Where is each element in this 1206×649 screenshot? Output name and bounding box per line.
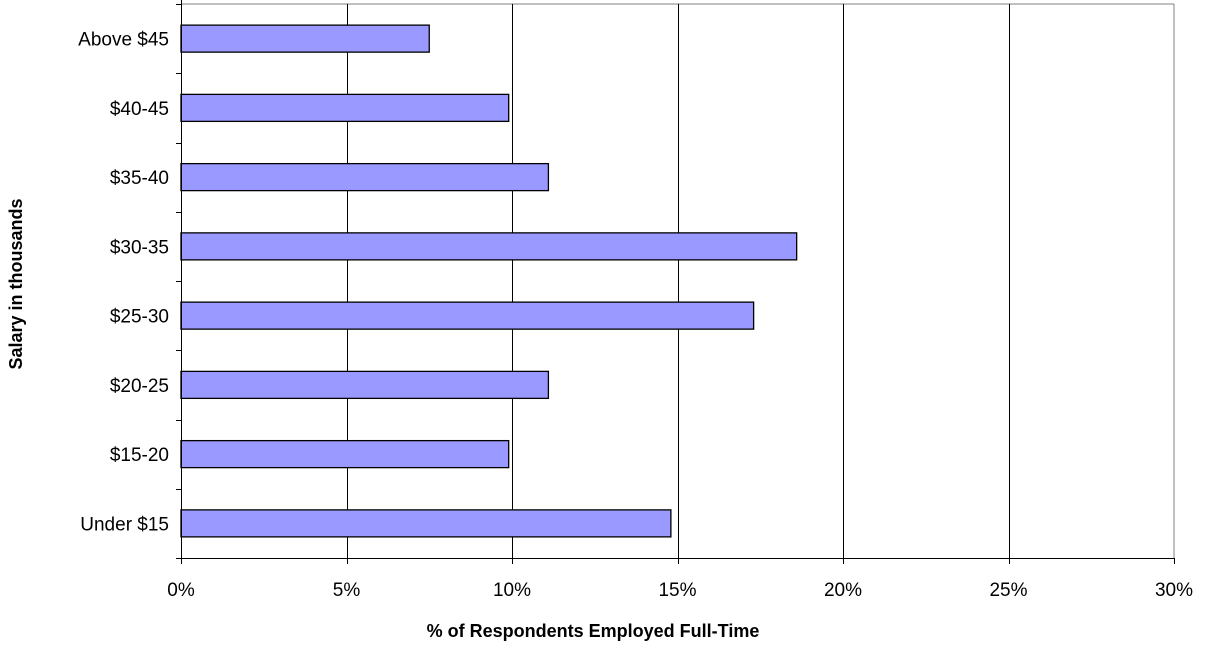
y-tick-label: $30-35: [110, 237, 169, 258]
axes: [176, 0, 1175, 564]
x-axis-title: % of Respondents Employed Full-Time: [427, 621, 760, 641]
bar: [180, 439, 510, 469]
bar: [180, 93, 510, 123]
x-tick-label: 0%: [167, 580, 195, 601]
x-tick-label: 20%: [824, 580, 862, 601]
gridlines: [181, 3, 1175, 558]
y-tick-label: $25-30: [110, 307, 169, 328]
bar: [180, 301, 755, 330]
x-tick-label: 5%: [333, 580, 361, 601]
y-tick-label: $15-20: [110, 445, 169, 466]
bars: [180, 24, 798, 538]
y-tick-label: $20-25: [110, 376, 169, 397]
x-tick-label: 15%: [658, 580, 696, 601]
x-tick-label: 30%: [1155, 580, 1193, 601]
y-tick-label: $40-45: [110, 99, 169, 120]
y-tick-label: Under $15: [80, 514, 169, 535]
bar: [180, 509, 672, 538]
x-tick-labels: 0% 5% 10% 15% 20% 25% 30%: [167, 580, 1193, 601]
bar: [180, 24, 430, 53]
x-tick-label: 25%: [989, 580, 1027, 601]
y-tick-labels: Under $15 $15-20 $20-25 $25-30 $30-35 $35-40 $…: [78, 30, 169, 536]
y-tick-label: Above $45: [78, 30, 169, 51]
y-axis-title: Salary in thousands: [6, 198, 26, 369]
bar: [180, 162, 550, 192]
x-tick-label: 10%: [493, 580, 531, 601]
y-tick-label: $35-40: [110, 168, 169, 189]
bar: [180, 370, 550, 400]
bar: [180, 232, 798, 261]
